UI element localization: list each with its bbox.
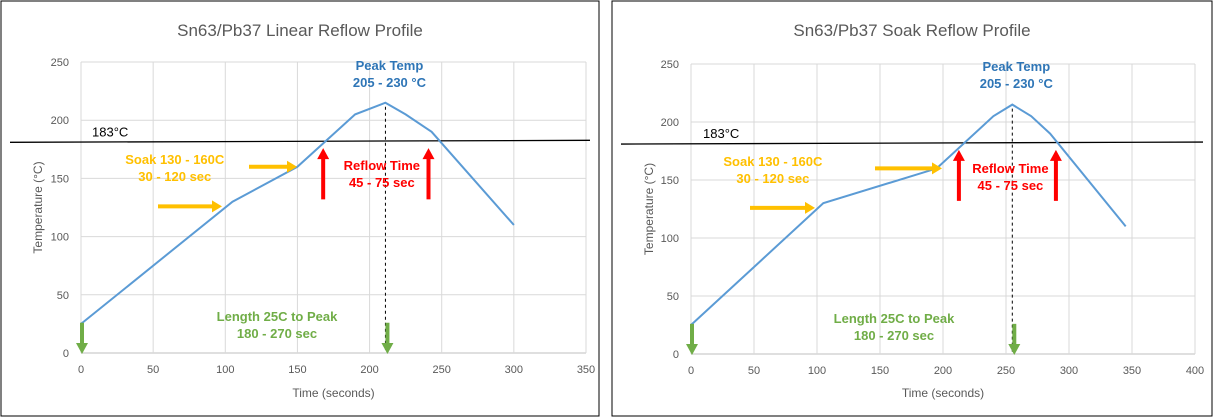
soak-arrow-head bbox=[932, 162, 942, 175]
x-tick-label: 150 bbox=[871, 365, 889, 377]
reflow-time-label: Reflow Time bbox=[972, 161, 1048, 176]
y-tick-label: 100 bbox=[51, 232, 69, 244]
temperature-profile-line bbox=[80, 101, 515, 325]
length-label: Length 25C to Peak bbox=[834, 311, 955, 326]
x-tick-label: 50 bbox=[147, 364, 159, 376]
soak-time: 30 - 120 sec bbox=[138, 169, 211, 184]
x-tick-label: 300 bbox=[1060, 365, 1078, 377]
y-axis-label: Temperature (°C) bbox=[642, 163, 656, 255]
length-arrow-head bbox=[686, 344, 698, 355]
temperature-profile-line bbox=[690, 103, 1127, 326]
chart-title: Sn63/Pb37 Soak Reflow Profile bbox=[793, 21, 1030, 40]
x-tick-label: 100 bbox=[808, 365, 826, 377]
peak-temp-range: 205 - 230 °C bbox=[353, 75, 427, 90]
reference-line-label: 183°C bbox=[92, 124, 128, 139]
soak-label: Soak 130 - 160C bbox=[723, 154, 823, 169]
length-label: Length 25C to Peak bbox=[217, 309, 338, 324]
y-tick-label: 150 bbox=[661, 175, 679, 187]
length-arrow-head bbox=[381, 343, 394, 354]
length-arrow-head bbox=[1008, 344, 1021, 355]
reflow-arrow-head bbox=[1049, 149, 1062, 161]
x-tick-label: 200 bbox=[934, 365, 952, 377]
reflow-time-range: 45 - 75 sec bbox=[349, 175, 415, 190]
x-tick-label: 100 bbox=[216, 364, 234, 376]
length-range: 180 - 270 sec bbox=[237, 326, 317, 341]
peak-temp-range: 205 - 230 °C bbox=[980, 76, 1054, 91]
x-tick-label: 400 bbox=[1186, 365, 1204, 377]
x-tick-label: 250 bbox=[433, 364, 451, 376]
y-tick-label: 50 bbox=[667, 291, 679, 303]
reflow-arrow-head bbox=[422, 148, 435, 160]
reflow-arrow-head bbox=[317, 148, 330, 160]
x-tick-label: 150 bbox=[288, 364, 306, 376]
y-tick-label: 0 bbox=[673, 349, 679, 361]
y-tick-label: 200 bbox=[51, 115, 69, 127]
x-tick-label: 50 bbox=[748, 365, 760, 377]
y-tick-label: 150 bbox=[51, 173, 69, 185]
soak-arrow-head bbox=[805, 201, 815, 214]
reference-line-183 bbox=[620, 141, 1204, 145]
linear-profile-chart: Sn63/Pb37 Linear Reflow Profile 0 50 100 150… bbox=[0, 0, 600, 417]
chart-border bbox=[0, 0, 600, 417]
x-tick-label: 200 bbox=[360, 364, 378, 376]
x-axis-label: Time (seconds) bbox=[292, 386, 374, 400]
y-tick-label: 200 bbox=[661, 117, 679, 129]
reflow-time-range: 45 - 75 sec bbox=[978, 178, 1044, 193]
linear-profile-svg: Sn63/Pb37 Linear Reflow Profile 0 50 100 150… bbox=[0, 0, 600, 417]
x-tick-label: 0 bbox=[78, 364, 84, 376]
reflow-arrow-head bbox=[952, 149, 965, 161]
peak-temp-label: Peak Temp bbox=[356, 58, 424, 73]
x-tick-label: 300 bbox=[505, 364, 523, 376]
x-axis-label: Time (seconds) bbox=[902, 386, 984, 400]
x-tick-label: 0 bbox=[688, 365, 694, 377]
y-tick-label: 50 bbox=[57, 290, 69, 302]
soak-label: Soak 130 - 160C bbox=[125, 152, 225, 167]
x-tick-label: 350 bbox=[1123, 365, 1141, 377]
y-axis-label: Temperature (°C) bbox=[31, 161, 45, 253]
length-arrow-head bbox=[76, 343, 88, 354]
soak-time: 30 - 120 sec bbox=[736, 171, 809, 186]
soak-arrow-head bbox=[287, 160, 297, 173]
soak-arrow-head bbox=[212, 200, 222, 213]
soak-profile-svg: Sn63/Pb37 Soak Reflow Profile 0 50 100 150 20… bbox=[611, 0, 1213, 417]
reference-line-183 bbox=[9, 139, 591, 143]
y-tick-label: 0 bbox=[63, 348, 69, 360]
soak-profile-chart: Sn63/Pb37 Soak Reflow Profile 0 50 100 150 20… bbox=[611, 0, 1213, 417]
length-range: 180 - 270 sec bbox=[854, 328, 934, 343]
x-tick-label: 250 bbox=[997, 365, 1015, 377]
y-tick-label: 100 bbox=[661, 233, 679, 245]
y-tick-label: 250 bbox=[661, 59, 679, 71]
reflow-time-label: Reflow Time bbox=[344, 158, 420, 173]
chart-title: Sn63/Pb37 Linear Reflow Profile bbox=[177, 21, 423, 40]
reference-line-label: 183°C bbox=[703, 126, 739, 141]
x-tick-label: 350 bbox=[577, 364, 595, 376]
peak-temp-label: Peak Temp bbox=[982, 59, 1050, 74]
y-tick-label: 250 bbox=[51, 57, 69, 69]
